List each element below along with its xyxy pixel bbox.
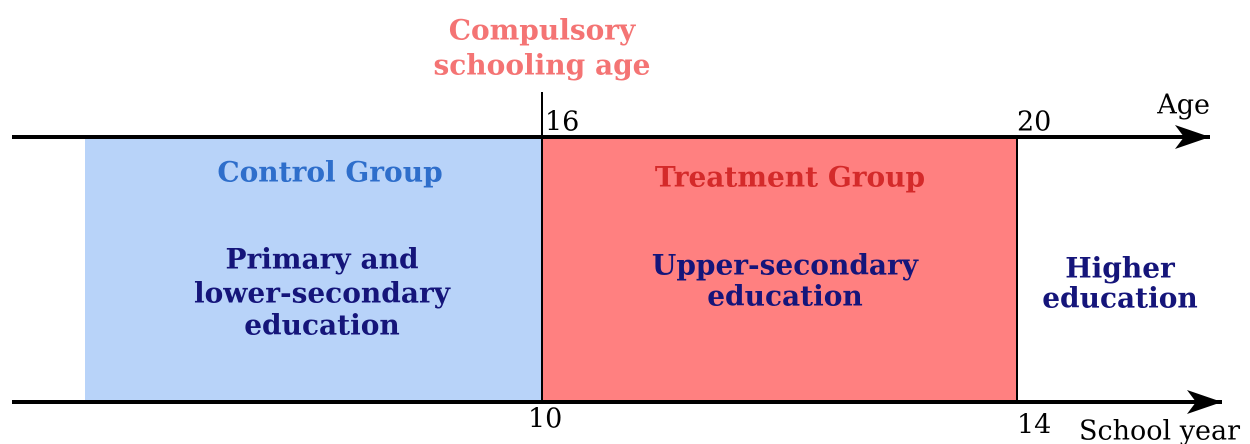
age-tick: 16 bbox=[545, 107, 579, 138]
treatment-region bbox=[542, 137, 1017, 401]
school-tick: 10 bbox=[528, 404, 562, 435]
school-label: School year bbox=[1079, 416, 1240, 444]
school-arrow bbox=[1187, 390, 1222, 414]
group-description: Primary and bbox=[225, 243, 418, 276]
group-name: Treatment Group bbox=[655, 161, 925, 194]
group-description: Upper-secondary bbox=[652, 249, 919, 282]
group-description: education bbox=[1042, 282, 1198, 315]
group-description: lower-secondary bbox=[194, 277, 451, 310]
age-label: Age bbox=[1156, 90, 1210, 121]
group-description: education bbox=[707, 280, 863, 313]
cutoff-label: schooling age bbox=[433, 49, 650, 82]
control-region bbox=[85, 137, 542, 401]
group-description: Higher bbox=[1065, 252, 1176, 285]
group-name: Control Group bbox=[217, 156, 442, 189]
cutoff-label: Compulsory bbox=[449, 14, 636, 47]
school-tick: 14 bbox=[1017, 410, 1051, 441]
age-tick: 20 bbox=[1017, 107, 1051, 138]
age-arrow bbox=[1175, 125, 1210, 149]
group-description: education bbox=[244, 309, 400, 342]
